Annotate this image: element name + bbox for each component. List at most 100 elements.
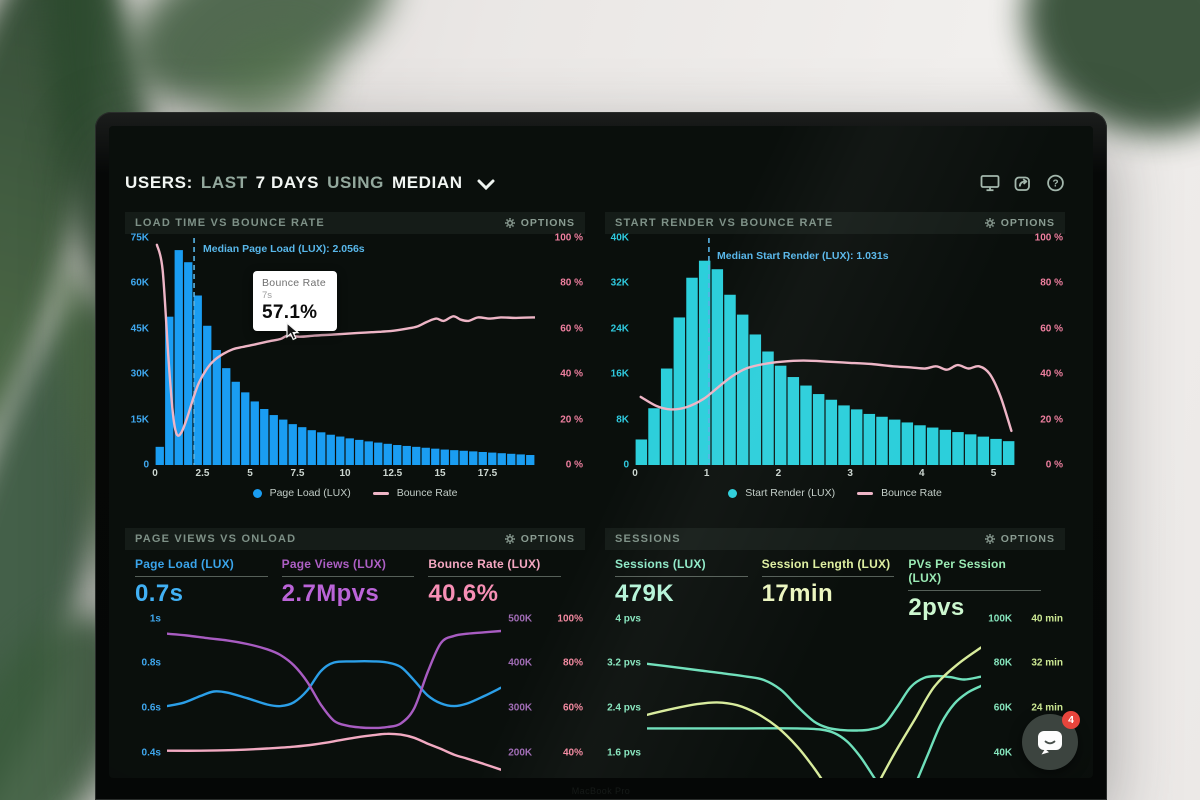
tick-label: 0 % (1045, 459, 1063, 471)
metric-summary-row: Page Load (LUX) 0.7s Page Views (LUX) 2.… (125, 550, 585, 608)
panel-load-time-vs-bounce-rate: LOAD TIME VS BOUNCE RATE OPTIONS 75K 60K 4… (125, 212, 585, 499)
plot-area[interactable]: Median Start Render (LUX): 1.031s (635, 238, 1015, 465)
line-chart-svg (167, 629, 501, 771)
metric-label: Page Views (LUX) (281, 557, 387, 571)
tick-label: 60 % (560, 323, 583, 335)
title-segment: USERS: (125, 173, 193, 192)
tick-label: 1 (703, 468, 710, 479)
options-button[interactable]: OPTIONS (504, 217, 575, 229)
metric-label: Sessions (LUX) (615, 557, 706, 571)
tick-label-row: 60K 24 min (993, 702, 1063, 714)
y-axis-left: 40K 32K 24K 16K 8K 0 (605, 233, 635, 471)
panel-sessions: SESSIONS OPTIONS Sessions (LUX) 479K Ses… (605, 528, 1065, 778)
tick-label: 20 % (560, 414, 583, 426)
users-filter-dropdown[interactable]: USERS: LAST 7 DAYS USING MEDIAN (125, 173, 495, 193)
dashboard-screen: USERS: LAST 7 DAYS USING MEDIAN ? (109, 126, 1093, 778)
y-axis-right: 500K 100% 400K 80% 300K 60% 200K 40% (501, 610, 585, 778)
tooltip-sublabel: 7s (262, 290, 273, 301)
legend: Start Render (LUX) Bounce Rate (605, 487, 1065, 499)
tick-label: 5 (247, 468, 253, 479)
tick-label: 60K (130, 277, 149, 289)
metric-label: PVs Per Session (LUX) (908, 557, 1007, 585)
tick-label: 15 (434, 468, 446, 479)
options-label: OPTIONS (520, 533, 575, 545)
display-icon[interactable] (980, 174, 1000, 192)
metric-page-load: Page Load (LUX) 0.7s (135, 557, 282, 608)
legend-label: Start Render (LUX) (745, 487, 836, 499)
tick-label: 100 % (1034, 232, 1063, 244)
tick-label: 20 % (1040, 414, 1063, 426)
x-axis: 0 2.5 5 7.5 10 12.5 15 17.5 (152, 465, 535, 482)
tick-label: 10 (339, 468, 351, 479)
y-axis-right: 100K 40 min 80K 32 min 60K 24 min 40K (981, 610, 1065, 778)
chat-unread-badge: 4 (1062, 711, 1080, 729)
metric-label: Session Length (LUX) (761, 557, 891, 571)
plot-area[interactable] (167, 610, 501, 778)
title-segment: 7 DAYS (255, 173, 320, 192)
options-button[interactable]: OPTIONS (504, 533, 575, 545)
tick-label: 80 % (560, 277, 583, 289)
histogram-svg (635, 238, 1015, 465)
options-button[interactable]: OPTIONS (984, 217, 1055, 229)
legend-label: Bounce Rate (396, 487, 458, 499)
laptop: USERS: LAST 7 DAYS USING MEDIAN ? (95, 112, 1107, 800)
panel-titlebar: LOAD TIME VS BOUNCE RATE OPTIONS (125, 212, 585, 234)
metric-underline (428, 576, 562, 577)
tick-label-row: 40K (993, 747, 1013, 759)
legend: Page Load (LUX) Bounce Rate (125, 487, 585, 499)
tooltip-label: Bounce Rate (262, 277, 327, 289)
metric-summary-row: Sessions (LUX) 479K Session Length (LUX)… (605, 550, 1065, 621)
tick-label: 15K (130, 414, 149, 426)
plot-area[interactable] (647, 610, 981, 778)
title-segment: LAST (200, 173, 248, 192)
header-icons: ? (980, 174, 1065, 192)
metric-value: 479K (615, 580, 674, 607)
panel-titlebar: PAGE VIEWS VS ONLOAD OPTIONS (125, 528, 585, 550)
y-axis-left: 1s 0.8s 0.6s 0.4s (125, 610, 167, 778)
tick-label: 2.4 pvs (607, 702, 641, 714)
metric-label: Page Load (LUX) (135, 557, 235, 571)
legend-label: Page Load (LUX) (269, 487, 351, 499)
options-button[interactable]: OPTIONS (984, 533, 1055, 545)
tick-label: 5 (990, 468, 997, 479)
title-segment: USING (327, 173, 384, 192)
panel-title: LOAD TIME VS BOUNCE RATE (135, 217, 325, 229)
options-label: OPTIONS (520, 217, 575, 229)
options-label: OPTIONS (1000, 217, 1055, 229)
tick-label: 4 (919, 468, 925, 479)
metric-underline (281, 576, 415, 577)
tick-label-row: 80K 32 min (993, 657, 1063, 669)
panel-title: SESSIONS (615, 533, 681, 545)
metric-value: 0.7s (135, 580, 184, 607)
tick-label-row: 100K 40 min (988, 613, 1063, 625)
metric-sessions: Sessions (LUX) 479K (615, 557, 762, 608)
y-axis-left: 75K 60K 45K 30K 15K 0 (125, 233, 155, 471)
tick-label: 24K (610, 323, 629, 335)
plot-area[interactable]: Median Page Load (LUX): 2.056s Bounce Ra… (155, 238, 535, 465)
dashboard-header: USERS: LAST 7 DAYS USING MEDIAN ? (125, 166, 1065, 200)
title-segment: MEDIAN (391, 173, 463, 192)
tick-label: 1.6 pvs (607, 747, 641, 759)
tick-label: 0 % (565, 459, 583, 471)
legend-label: Bounce Rate (881, 487, 942, 499)
metric-value: 17min (761, 580, 834, 607)
tick-label: 45K (130, 323, 149, 335)
help-icon[interactable]: ? (1046, 174, 1065, 192)
tick-label: 40 % (560, 368, 583, 380)
metric-pvs-per-session: PVs Per Session (LUX) 2pvs (908, 557, 1055, 621)
panel-start-render-vs-bounce-rate: START RENDER VS BOUNCE RATE OPTIONS 40K 3… (605, 212, 1065, 499)
tick-label: 40K (610, 232, 629, 244)
chat-launcher-button[interactable]: 4 (1022, 711, 1080, 770)
tick-label: 2 (775, 468, 782, 479)
tick-label: 60 % (1040, 323, 1063, 335)
tick-label: 4 pvs (615, 613, 641, 625)
gear-icon (504, 218, 515, 228)
tick-label: 32K (610, 277, 629, 289)
line-chart-svg (647, 646, 981, 778)
tick-label: 30K (130, 368, 149, 380)
gear-icon (984, 218, 995, 228)
panel-titlebar: SESSIONS OPTIONS (605, 528, 1065, 550)
legend-dot-marker (728, 488, 738, 498)
share-icon[interactable] (1013, 174, 1033, 192)
svg-text:?: ? (1052, 179, 1058, 190)
